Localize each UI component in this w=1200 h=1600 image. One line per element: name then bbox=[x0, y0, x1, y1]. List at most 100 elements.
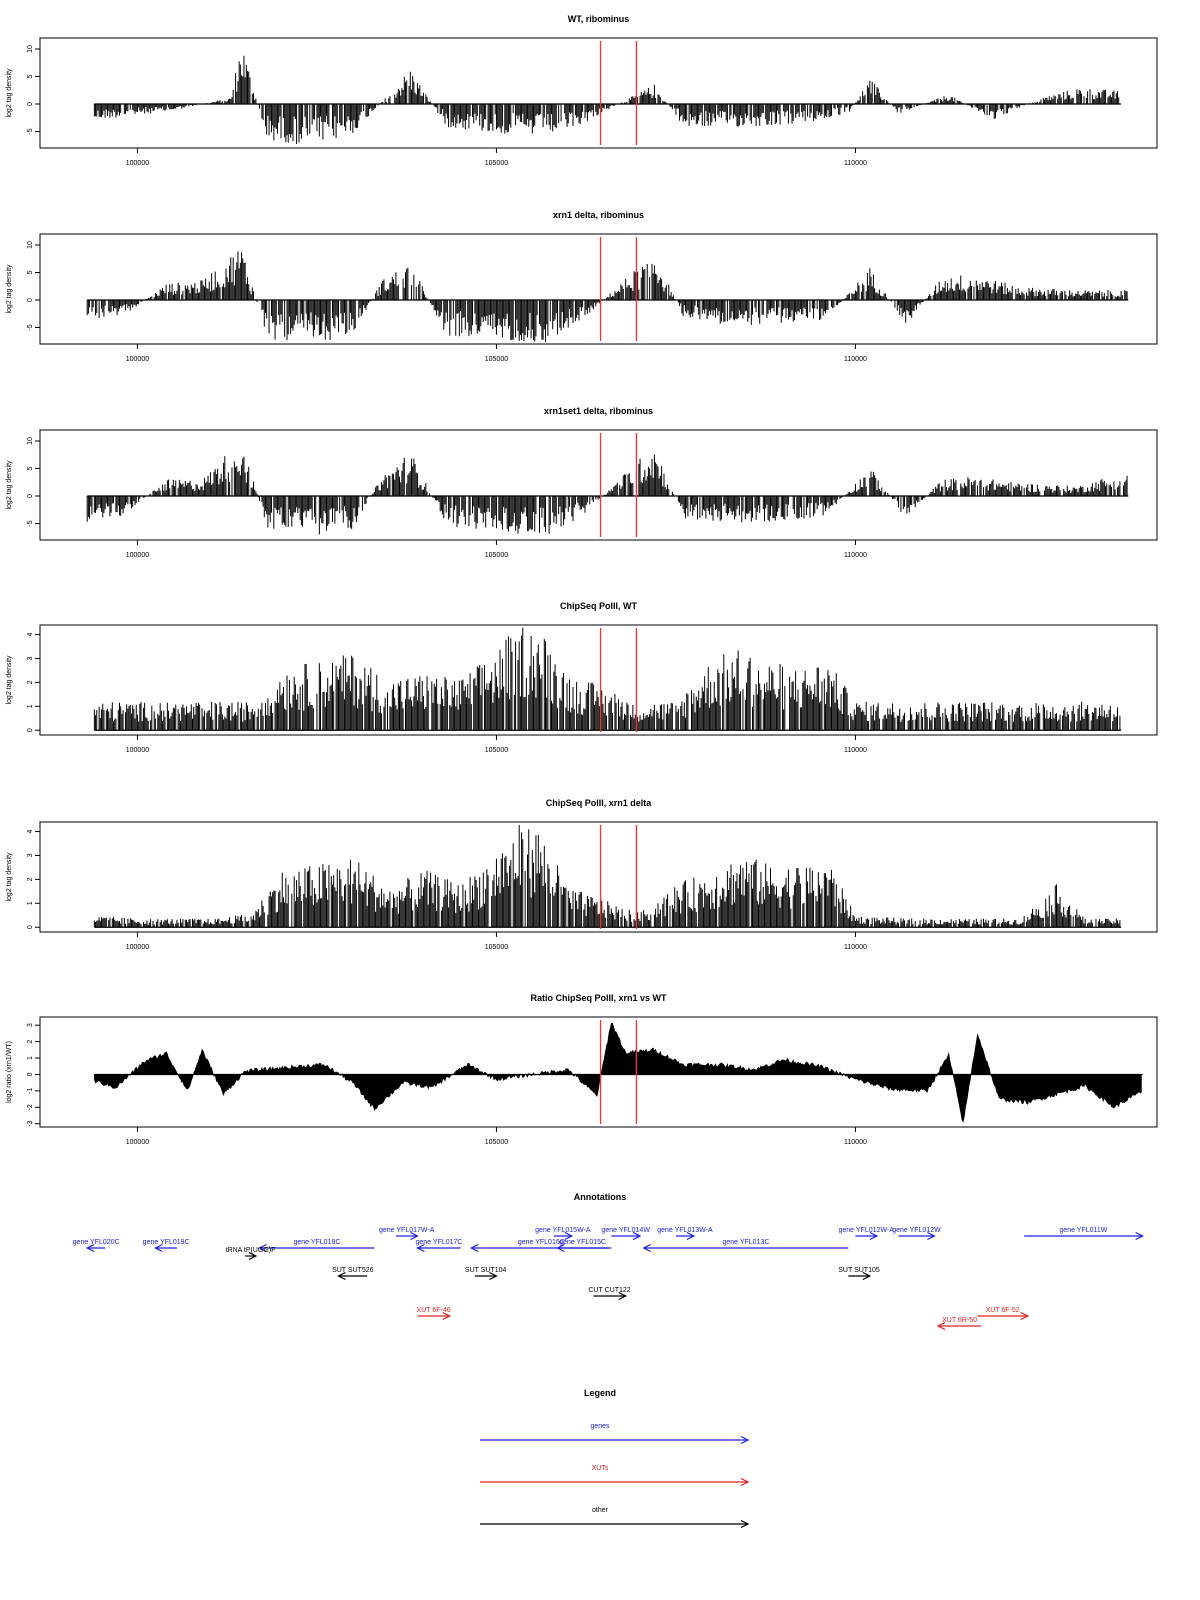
feature-label: tRNA tP(UGG)F bbox=[226, 1247, 276, 1254]
y-tick-label: 0 bbox=[27, 925, 34, 929]
data-area bbox=[94, 1022, 1142, 1123]
panel-title: WT, ribominus bbox=[568, 14, 630, 24]
feature-label: CUT CUT122 bbox=[588, 1287, 630, 1294]
x-tick-label: 105000 bbox=[485, 160, 508, 167]
x-tick-label: 100000 bbox=[126, 160, 149, 167]
panel-4: ChipSeq PolII, WT log2 tag density 0 1 2 3 4 10… bbox=[6, 601, 1158, 754]
feature-arrow-head bbox=[642, 1243, 651, 1253]
feature-arrow-head bbox=[618, 1291, 628, 1301]
feature-label: gene YFL012W bbox=[892, 1227, 941, 1234]
feature-label: gene YFL015W-A bbox=[535, 1227, 591, 1234]
feature-label: gene YFL016C bbox=[518, 1239, 565, 1246]
legend-arrow-head bbox=[740, 1477, 750, 1487]
y-tick-label: 0 bbox=[27, 1072, 34, 1076]
feature-arrow-head bbox=[258, 1243, 267, 1253]
feature-arrow-head bbox=[469, 1243, 479, 1253]
feature-gene-yfl019c: gene YFL019C bbox=[143, 1239, 190, 1253]
feature-gene-yfl018c: gene YFL018C bbox=[258, 1239, 375, 1253]
y-tick-label: 3 bbox=[27, 1023, 34, 1027]
feature-label: SUT SUT526 bbox=[332, 1267, 374, 1274]
y-tick-label: 0 bbox=[27, 102, 34, 106]
feature-gene-yfl015w-a: gene YFL015W-A bbox=[535, 1227, 591, 1241]
y-tick-label: 3 bbox=[27, 656, 34, 660]
panel-2: xrn1 delta, ribominus log2 tag density -5 0… bbox=[6, 210, 1158, 363]
feature-label: gene YFL018C bbox=[293, 1239, 340, 1246]
feature-gene-yfl017w-a: gene YFL017W-A bbox=[379, 1227, 435, 1241]
y-tick-label: 0 bbox=[27, 298, 34, 302]
feature-label: gene YFL017C bbox=[416, 1239, 463, 1246]
feature-label: SUT SUT104 bbox=[465, 1267, 507, 1274]
feature-label: gene YFL014W bbox=[601, 1227, 650, 1234]
y-tick-label: 1 bbox=[27, 1056, 34, 1060]
y-tick-label: 1 bbox=[27, 704, 34, 708]
data-bars bbox=[93, 55, 1120, 145]
plot-frame bbox=[39, 1016, 1158, 1128]
data-bars bbox=[93, 824, 1121, 928]
feature-gene-yfl020c: gene YFL020C bbox=[73, 1239, 120, 1253]
legend-label: XUTs bbox=[592, 1465, 609, 1472]
y-tick-label: 0 bbox=[27, 494, 34, 498]
feature-arrow-head bbox=[686, 1231, 696, 1241]
panel-title: xrn1 delta, ribominus bbox=[553, 210, 644, 220]
plot-frame bbox=[39, 233, 1158, 345]
feature-label: XUT 6F-52 bbox=[986, 1307, 1020, 1314]
legend-arrow-head bbox=[740, 1519, 750, 1529]
y-axis-label: log2 tag density bbox=[6, 655, 13, 705]
panel-title: xrn1set1 delta, ribominus bbox=[544, 406, 653, 416]
data-bars bbox=[93, 627, 1121, 731]
feature-label: gene YFL013C bbox=[722, 1239, 769, 1246]
data-bars bbox=[94, 1022, 1142, 1123]
feature-arrow-head bbox=[442, 1311, 452, 1321]
feature-xut-6f-52: XUT 6F-52 bbox=[977, 1307, 1030, 1321]
x-tick-label: 105000 bbox=[485, 1139, 508, 1146]
legend-arrow-head bbox=[740, 1435, 750, 1445]
panel-6: Ratio ChipSeq PolII, xrn1 vs WT log2 rati… bbox=[6, 993, 1158, 1146]
y-tick-label: 1 bbox=[27, 901, 34, 905]
feature-label: gene YFL011W bbox=[1059, 1227, 1107, 1234]
feature-trna-tp-ugg-f: tRNA tP(UGG)F bbox=[226, 1247, 276, 1261]
y-tick-label: 2 bbox=[27, 680, 34, 684]
y-tick-label: 0 bbox=[27, 728, 34, 732]
feature-label: gene YFL017W-A bbox=[379, 1227, 435, 1234]
y-tick-label: -3 bbox=[27, 1121, 34, 1127]
y-axis-label: log2 tag density bbox=[6, 264, 13, 314]
x-tick-label: 100000 bbox=[126, 747, 149, 754]
y-tick-label: 4 bbox=[27, 633, 34, 637]
feature-gene-yfl017c: gene YFL017C bbox=[416, 1239, 463, 1253]
x-tick-label: 110000 bbox=[844, 747, 867, 754]
y-tick-label: 4 bbox=[27, 830, 34, 834]
y-tick-label: 10 bbox=[27, 241, 34, 249]
feature-arrow-head bbox=[416, 1243, 425, 1253]
y-tick-label: 2 bbox=[27, 877, 34, 881]
feature-sut-sut526: SUT SUT526 bbox=[332, 1267, 374, 1281]
feature-xut-6f-46: XUT 6F-46 bbox=[417, 1307, 452, 1321]
x-tick-label: 110000 bbox=[844, 356, 867, 363]
feature-arrow-head bbox=[85, 1243, 95, 1253]
feature-arrow-head bbox=[556, 1243, 565, 1253]
feature-gene-yfl015c: gene YFL015C bbox=[556, 1239, 608, 1253]
legend-label: genes bbox=[590, 1423, 610, 1430]
x-tick-label: 110000 bbox=[844, 160, 867, 167]
y-tick-label: 2 bbox=[27, 1040, 34, 1044]
y-tick-label: 10 bbox=[27, 45, 34, 53]
feature-label: SUT SUT105 bbox=[838, 1267, 880, 1274]
feature-arrow-head bbox=[927, 1231, 936, 1241]
feature-sut-sut104: SUT SUT104 bbox=[465, 1267, 507, 1281]
x-tick-label: 105000 bbox=[485, 552, 508, 559]
y-tick-label: 5 bbox=[27, 466, 34, 470]
y-tick-label: -5 bbox=[27, 324, 34, 330]
feature-arrow-head bbox=[154, 1243, 163, 1253]
panel-1: WT, ribominus log2 tag density -5 0 5 10 10000… bbox=[6, 14, 1158, 167]
feature-arrow-head bbox=[337, 1271, 346, 1281]
feature-gene-yfl013c: gene YFL013C bbox=[642, 1239, 849, 1253]
x-tick-label: 100000 bbox=[126, 552, 149, 559]
x-tick-label: 100000 bbox=[126, 944, 149, 951]
feature-arrow-head bbox=[1135, 1231, 1144, 1241]
feature-label: gene YFL012W-A bbox=[839, 1227, 895, 1234]
feature-arrow-head bbox=[248, 1251, 258, 1261]
feature-label: gene YFL019C bbox=[143, 1239, 190, 1246]
legend-label: other bbox=[592, 1507, 609, 1514]
panel-title: ChipSeq PolII, xrn1 delta bbox=[546, 798, 653, 808]
data-bars bbox=[86, 251, 1128, 342]
